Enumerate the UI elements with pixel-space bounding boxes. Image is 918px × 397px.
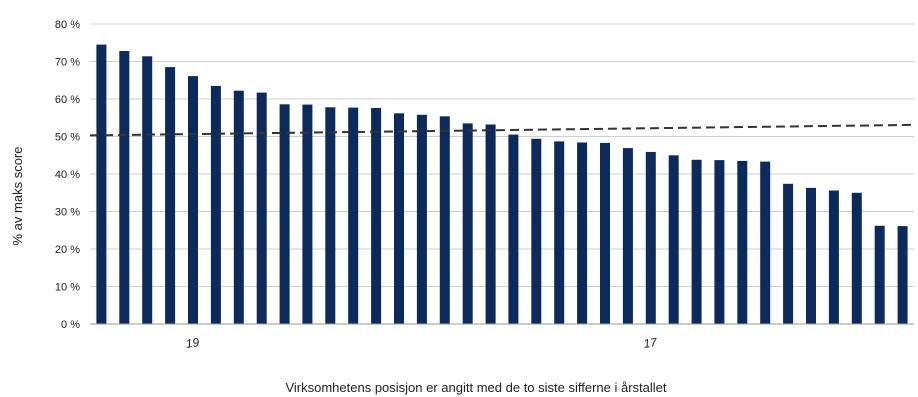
- y-tick-label: 50 %: [55, 132, 80, 144]
- bar: [485, 124, 496, 324]
- category-labels: 19 17: [185, 335, 659, 351]
- y-tick-label: 20 %: [55, 244, 80, 256]
- bar: [416, 114, 427, 325]
- bar: [874, 225, 885, 325]
- bar: [783, 183, 794, 325]
- bar: [371, 108, 382, 324]
- x-axis-title: Virksomhetens posisjon er angitt med de …: [285, 380, 666, 395]
- bar: [806, 187, 816, 324]
- bar: [256, 92, 267, 324]
- y-tick-label: 10 %: [55, 282, 80, 294]
- bar: [394, 113, 404, 325]
- bar: [645, 151, 656, 324]
- bar: [210, 85, 221, 325]
- bar: [188, 76, 198, 324]
- y-axis-title: % av maks score: [10, 147, 25, 246]
- bar: [554, 141, 565, 324]
- y-tick-label: 70 %: [55, 57, 80, 69]
- bar: [233, 90, 244, 324]
- bar: [622, 148, 633, 324]
- bar: [142, 56, 153, 325]
- bar-series: [96, 44, 908, 325]
- bar: [897, 226, 908, 324]
- bar: [600, 142, 610, 324]
- y-axis-ticks: 0 % 10 % 20 % 30 % 40 % 50 % 60 % 70 % 80 %: [55, 19, 80, 331]
- y-tick-label: 0 %: [61, 319, 80, 331]
- bar: [760, 161, 771, 324]
- bar: [348, 107, 359, 324]
- reference-dashed-line: [89, 123, 915, 137]
- bar: [279, 104, 290, 325]
- bar: [691, 159, 702, 325]
- bar: [119, 51, 130, 324]
- bar: [577, 142, 588, 324]
- y-tick-label: 30 %: [55, 207, 80, 219]
- category-label: 19: [185, 335, 200, 351]
- bar: [737, 160, 748, 324]
- y-tick-label: 80 %: [55, 19, 80, 31]
- bar: [462, 123, 473, 325]
- category-label: 17: [643, 335, 659, 351]
- bar: [828, 190, 839, 324]
- y-tick-label: 40 %: [55, 169, 80, 181]
- bar: [302, 104, 313, 324]
- bar: [96, 44, 107, 324]
- bar: [439, 116, 450, 325]
- gridlines: [90, 23, 914, 287]
- bar: [325, 107, 336, 324]
- bar: [714, 160, 725, 324]
- y-tick-label: 60 %: [55, 94, 80, 106]
- bar: [508, 134, 519, 324]
- bar: [165, 67, 176, 324]
- bar: [668, 155, 679, 325]
- bar: [851, 192, 862, 325]
- bar: [531, 138, 542, 324]
